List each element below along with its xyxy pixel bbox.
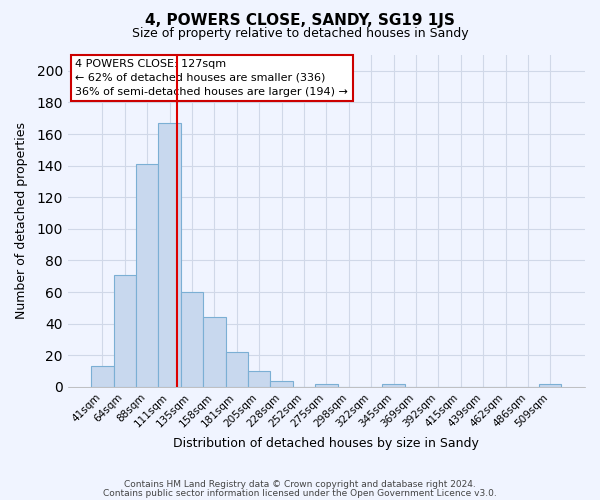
X-axis label: Distribution of detached houses by size in Sandy: Distribution of detached houses by size …	[173, 437, 479, 450]
Bar	[248, 371, 271, 387]
Bar	[271, 380, 293, 387]
Bar	[382, 384, 405, 387]
Bar	[158, 123, 181, 387]
Bar	[181, 292, 203, 387]
Text: 4 POWERS CLOSE: 127sqm
← 62% of detached houses are smaller (336)
36% of semi-de: 4 POWERS CLOSE: 127sqm ← 62% of detached…	[76, 59, 349, 97]
Bar	[113, 274, 136, 387]
Text: 4, POWERS CLOSE, SANDY, SG19 1JS: 4, POWERS CLOSE, SANDY, SG19 1JS	[145, 12, 455, 28]
Text: Size of property relative to detached houses in Sandy: Size of property relative to detached ho…	[131, 28, 469, 40]
Bar	[539, 384, 562, 387]
Bar	[315, 384, 338, 387]
Bar	[226, 352, 248, 387]
Text: Contains HM Land Registry data © Crown copyright and database right 2024.: Contains HM Land Registry data © Crown c…	[124, 480, 476, 489]
Bar	[136, 164, 158, 387]
Y-axis label: Number of detached properties: Number of detached properties	[15, 122, 28, 320]
Bar	[203, 318, 226, 387]
Bar	[91, 366, 113, 387]
Text: Contains public sector information licensed under the Open Government Licence v3: Contains public sector information licen…	[103, 489, 497, 498]
